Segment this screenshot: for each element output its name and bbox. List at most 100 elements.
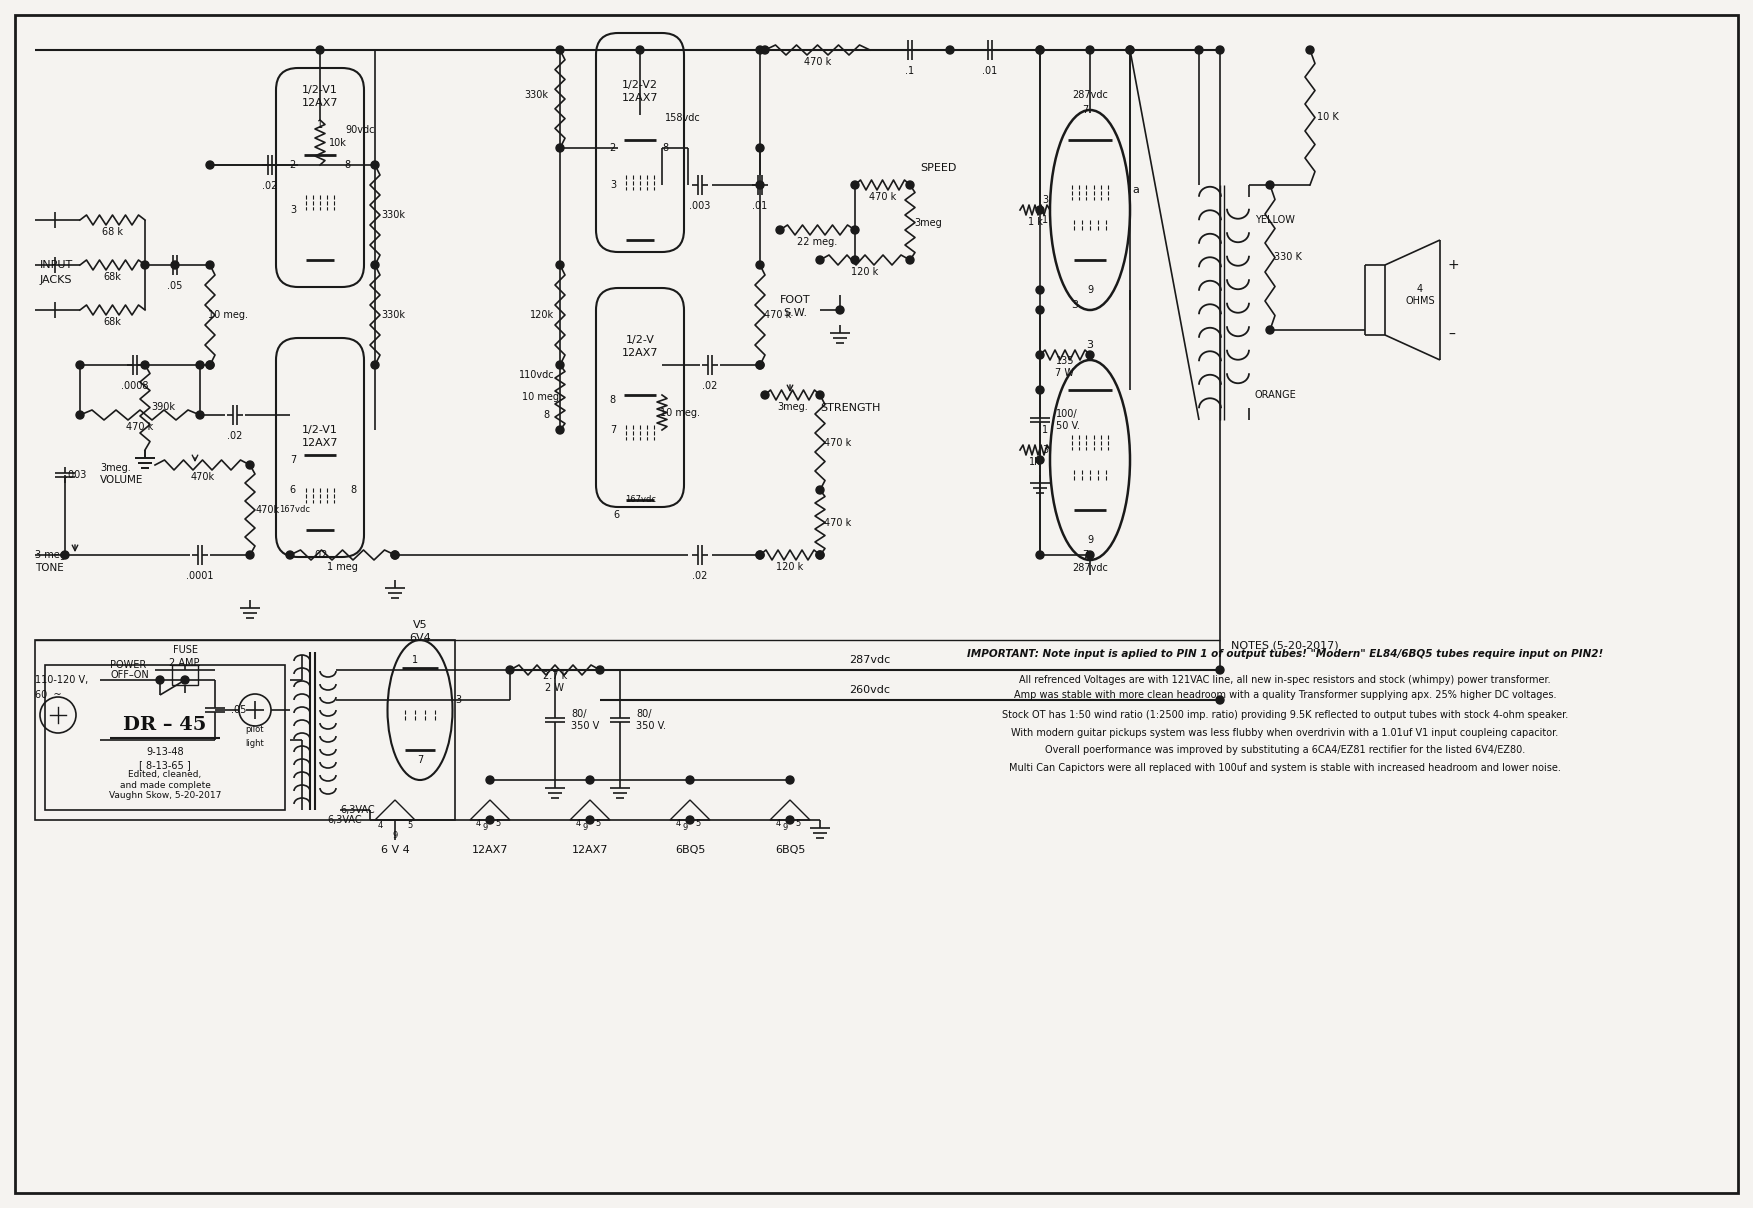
Text: 6BQ5: 6BQ5 — [675, 846, 705, 855]
Circle shape — [61, 551, 68, 559]
Text: 7: 7 — [1082, 105, 1089, 115]
Text: .0001: .0001 — [186, 571, 214, 581]
Text: 3meg.: 3meg. — [100, 463, 131, 474]
Text: 158vdc: 158vdc — [664, 114, 701, 123]
Circle shape — [486, 776, 494, 784]
Text: S.W.: S.W. — [784, 308, 806, 318]
Text: TONE: TONE — [35, 563, 63, 573]
Circle shape — [207, 361, 214, 368]
Circle shape — [756, 551, 764, 559]
Text: 6V4: 6V4 — [408, 633, 431, 643]
Text: 10 meg.: 10 meg. — [209, 310, 247, 320]
Text: 110-120 V,: 110-120 V, — [35, 675, 88, 685]
Text: light: light — [245, 738, 265, 748]
Circle shape — [756, 46, 764, 54]
Text: 4: 4 — [675, 819, 680, 827]
Circle shape — [556, 426, 564, 434]
Circle shape — [906, 256, 913, 265]
Circle shape — [1217, 696, 1224, 704]
Circle shape — [140, 261, 149, 269]
Text: 5: 5 — [496, 819, 501, 827]
Text: YELLOW: YELLOW — [1255, 215, 1295, 225]
Text: 12AX7: 12AX7 — [472, 846, 508, 855]
Text: All refrenced Voltages are with 121VAC line, all new in-spec resistors and stock: All refrenced Voltages are with 121VAC l… — [1018, 675, 1551, 685]
Circle shape — [815, 256, 824, 265]
Circle shape — [1306, 46, 1315, 54]
Text: 9: 9 — [582, 824, 587, 832]
Text: 470 k: 470 k — [805, 57, 831, 66]
Text: 5: 5 — [796, 819, 801, 827]
Text: 3meg: 3meg — [913, 217, 941, 227]
Circle shape — [286, 551, 295, 559]
Circle shape — [1036, 306, 1045, 314]
Circle shape — [316, 46, 324, 54]
Text: 6,3VAC: 6,3VAC — [340, 805, 375, 815]
Text: 470k: 470k — [191, 472, 214, 482]
Text: [ 8-13-65 ]: [ 8-13-65 ] — [138, 760, 191, 769]
Circle shape — [556, 361, 564, 368]
Bar — [172, 664, 198, 685]
Text: 1: 1 — [412, 655, 417, 664]
Text: .02: .02 — [228, 431, 242, 441]
Text: 9: 9 — [682, 824, 687, 832]
Text: 470 k: 470 k — [764, 310, 792, 320]
Circle shape — [596, 666, 605, 674]
Text: ORANGE: ORANGE — [1255, 390, 1297, 400]
Circle shape — [372, 261, 379, 269]
Text: 12AX7: 12AX7 — [302, 98, 338, 108]
Circle shape — [75, 361, 84, 368]
Circle shape — [1036, 286, 1045, 294]
Text: 3: 3 — [1071, 300, 1078, 310]
Text: 4: 4 — [775, 819, 780, 827]
Circle shape — [906, 181, 913, 188]
Circle shape — [1266, 326, 1274, 333]
Text: Multi Can Capictors were all replaced with 100uf and system is stable with incre: Multi Can Capictors were all replaced wi… — [1010, 763, 1560, 773]
Circle shape — [75, 411, 84, 419]
Text: SPEED: SPEED — [920, 163, 957, 173]
Circle shape — [207, 361, 214, 368]
Text: 6,3VAC: 6,3VAC — [328, 815, 363, 825]
Text: 3: 3 — [456, 695, 461, 705]
Text: 3 meg: 3 meg — [35, 550, 67, 561]
Circle shape — [140, 361, 149, 368]
Circle shape — [636, 46, 643, 54]
Text: +: + — [1448, 259, 1460, 272]
Text: POWER: POWER — [110, 660, 145, 670]
Text: 4: 4 — [575, 819, 580, 827]
Text: 12AX7: 12AX7 — [571, 846, 608, 855]
Circle shape — [156, 676, 165, 684]
Circle shape — [1266, 181, 1274, 188]
Circle shape — [1036, 46, 1045, 54]
Text: 22 meg.: 22 meg. — [798, 237, 838, 246]
Text: 120 k: 120 k — [852, 267, 878, 277]
Circle shape — [172, 261, 179, 269]
Text: 470 k: 470 k — [824, 437, 852, 447]
Circle shape — [756, 361, 764, 368]
Text: 8: 8 — [610, 395, 615, 405]
Circle shape — [556, 144, 564, 152]
Bar — [35, 640, 456, 820]
Text: IMPORTANT: Note input is aplied to PIN 1 of output tubes! "Modern" EL84/6BQ5 tub: IMPORTANT: Note input is aplied to PIN 1… — [968, 649, 1604, 660]
Circle shape — [486, 815, 494, 824]
Circle shape — [815, 486, 824, 494]
Text: 287vdc: 287vdc — [1073, 91, 1108, 100]
Text: 1 meg: 1 meg — [328, 562, 358, 573]
Circle shape — [586, 815, 594, 824]
Text: 7: 7 — [1082, 550, 1089, 561]
Text: 68k: 68k — [103, 316, 121, 327]
Text: 4: 4 — [377, 820, 382, 830]
Circle shape — [372, 161, 379, 169]
Text: 8: 8 — [663, 143, 668, 153]
Circle shape — [196, 411, 203, 419]
Text: 167vdc: 167vdc — [279, 505, 310, 515]
Text: .01: .01 — [982, 66, 997, 76]
Text: 135
7 W: 135 7 W — [1055, 356, 1075, 378]
Circle shape — [1087, 46, 1094, 54]
Text: 10 meg.: 10 meg. — [659, 407, 699, 418]
Text: 120k: 120k — [529, 310, 554, 320]
Text: 3meg.: 3meg. — [777, 402, 808, 412]
Circle shape — [1036, 207, 1045, 214]
Text: 3: 3 — [1087, 339, 1094, 350]
Text: 60  ~: 60 ~ — [35, 690, 61, 699]
Text: 9: 9 — [782, 824, 787, 832]
